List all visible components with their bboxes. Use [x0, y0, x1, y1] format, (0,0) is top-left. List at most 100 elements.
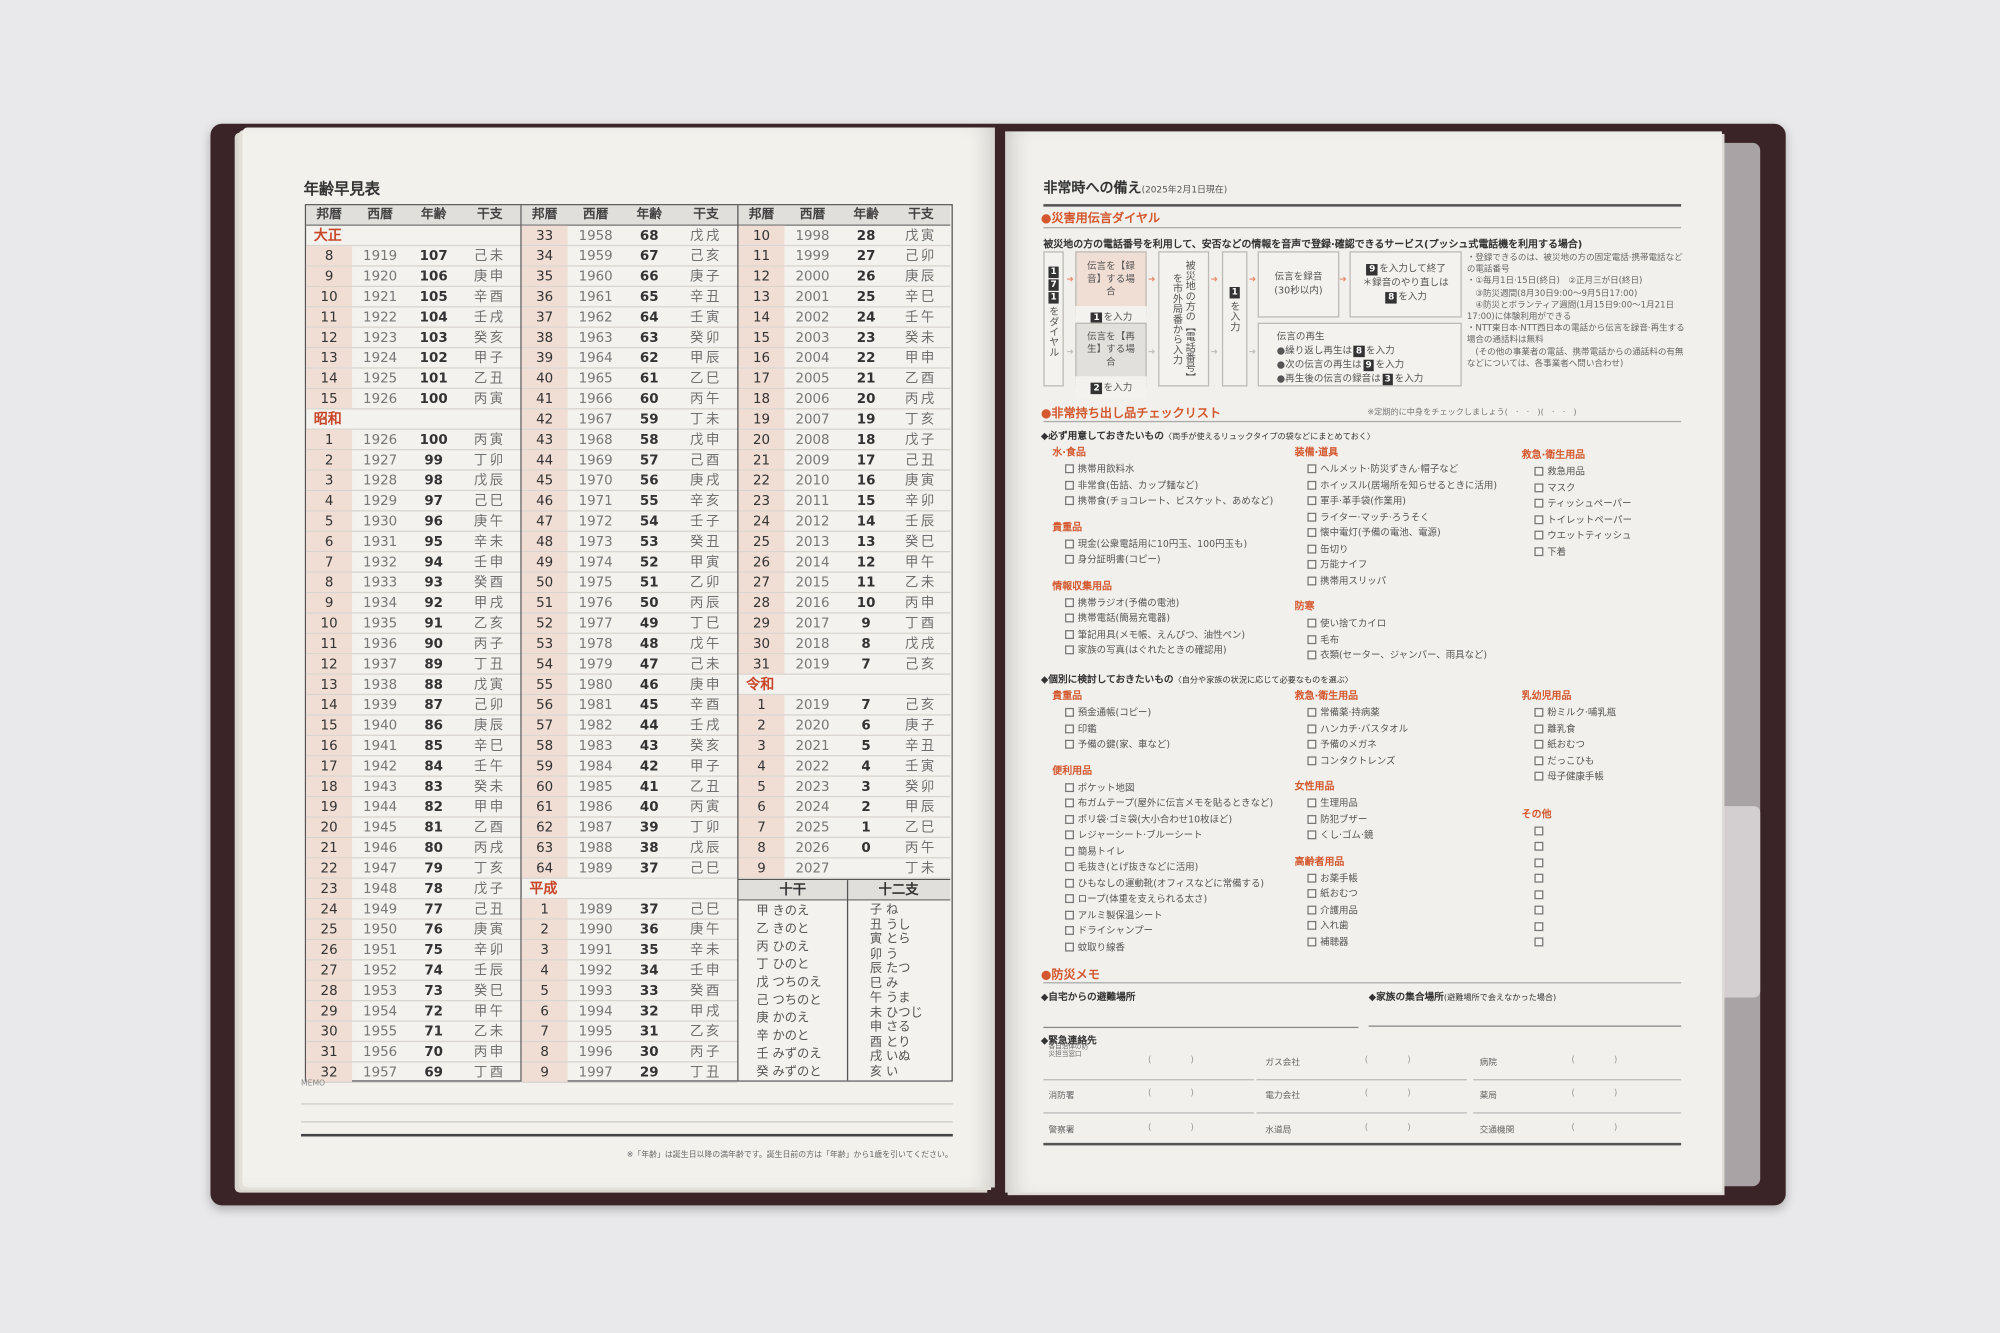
dial-description: 被災地の方の電話番号を利用して、安否などの情報を音声で登録·確認できるサービス(… [1043, 238, 1583, 250]
phone-parentheses: () [1365, 1122, 1411, 1132]
era-year: 40 [521, 368, 568, 388]
item-label: 現金(公衆電話用に10円玉、100円玉も) [1077, 537, 1248, 550]
kanshi: 乙丑 [473, 371, 506, 387]
age: 16 [856, 473, 876, 489]
western-year: 1927 [363, 452, 398, 469]
paren-open: ( [1364, 1088, 1369, 1099]
table-row: 58 1983 43 癸亥 [521, 735, 738, 757]
table-row: 12 1923 103 癸亥 [306, 327, 521, 349]
record-case-text: 伝言を【録音】する場合 [1087, 260, 1135, 298]
era-year: 15 [306, 715, 353, 735]
column-header: 西暦 [367, 207, 393, 222]
western-year: 2006 [795, 391, 830, 407]
era-year: 32 [306, 1062, 353, 1082]
western-year: 1922 [363, 309, 398, 326]
item-label: 家族の写真(はぐれたときの確認用) [1077, 644, 1227, 656]
item-label: 預金通帳(コピー) [1077, 706, 1152, 719]
era-year: 43 [521, 429, 568, 449]
era-year: 31 [306, 1042, 353, 1062]
table-header-row: 邦暦 西暦 年齢 干支 [306, 205, 521, 226]
key-1: 1 [1047, 266, 1060, 279]
era-year: 4 [521, 960, 568, 980]
phone-parentheses: () [1148, 1122, 1194, 1132]
age: 73 [424, 983, 444, 999]
checkbox-icon [1065, 464, 1074, 474]
kanshi: 辛丑 [904, 738, 937, 754]
kanshi: 甲子 [690, 758, 722, 775]
group-heading: その他 [1521, 808, 1552, 820]
age: 95 [424, 534, 444, 550]
enter-1-box: 1 を入力 [1221, 251, 1248, 387]
age: 78 [424, 881, 444, 897]
checklist-group: 女性用品 生理用品 防犯ブザー くし·ゴム·鏡 [1295, 778, 1525, 844]
item-label: 筆記用具(メモ帳、えんぴつ、油性ペン) [1077, 628, 1246, 640]
age: 105 [419, 289, 448, 305]
era-year: 10 [306, 286, 353, 307]
era-year: 39 [521, 348, 568, 368]
era-year: 50 [521, 572, 568, 592]
western-year: 1985 [578, 779, 613, 795]
era-year: 26 [738, 552, 785, 572]
table-row: 59 1984 42 甲子 [521, 756, 738, 777]
era-year: 11 [306, 633, 353, 654]
record-box: 伝言を録音 (30秒以内) [1257, 251, 1340, 318]
age: 1 [861, 820, 871, 836]
must-column-2: 装備·道具 ヘルメット·防災ずきん·帽子など ホイッスル(居場所を知らせるときに活用… [1295, 444, 1525, 673]
table-row: 31 1956 70 丙申 [306, 1042, 521, 1063]
era-year: 12 [306, 327, 353, 347]
paren-open: ( [1364, 1122, 1369, 1133]
western-year: 1975 [578, 575, 613, 591]
group-heading: 装備·道具 [1294, 446, 1339, 458]
item-label: ヘルメット·防災ずきん·帽子など [1320, 463, 1459, 475]
era-year: 30 [306, 1021, 353, 1041]
playback-pre: ●次の伝言の再生は [1276, 358, 1362, 370]
table-row: 3 2021 5 辛丑 [738, 735, 951, 757]
checkbox-icon [1307, 528, 1317, 537]
age: 39 [639, 820, 659, 836]
era-year: 20 [738, 429, 785, 449]
kanshi: 庚辰 [904, 269, 937, 285]
table-row: 5 1930 96 庚午 [306, 511, 521, 532]
age: 106 [419, 269, 448, 285]
western-year: 1926 [363, 391, 398, 407]
era-year: 24 [306, 899, 353, 919]
table-row: 43 1968 58 戊申 [521, 429, 738, 451]
era-year: 12 [306, 654, 353, 674]
kanshi: 庚子 [904, 718, 937, 734]
kanshi: 丁卯 [473, 452, 506, 469]
phone-parentheses: () [1571, 1088, 1617, 1098]
age: 77 [424, 901, 444, 918]
table-row: 33 1958 68 戊戌 [521, 225, 738, 247]
western-year: 1983 [578, 738, 613, 754]
age: 103 [419, 330, 448, 346]
checkbox-icon [1065, 830, 1074, 840]
table-row: 57 1982 44 壬戌 [521, 715, 738, 736]
era-year: 2 [738, 715, 785, 735]
table-row: 45 1970 56 庚戌 [521, 470, 738, 492]
item-label: だっこひも [1547, 754, 1595, 766]
western-year: 2000 [795, 269, 830, 285]
table-row: 34 1959 67 己亥 [521, 246, 738, 267]
western-year: 2021 [795, 738, 830, 754]
key-1: 1 [1047, 292, 1060, 304]
item-label: ハンカチ·バスタオル [1320, 722, 1409, 735]
era-year: 48 [521, 531, 568, 552]
era-year: 12 [738, 266, 785, 286]
era-year: 56 [521, 695, 568, 715]
age: 24 [856, 309, 876, 326]
kanshi: 乙巳 [690, 371, 722, 387]
age: 63 [639, 330, 659, 346]
checklist-item [1522, 935, 1752, 951]
branch-item: 亥 い [869, 1064, 899, 1079]
checkbox-icon [1307, 889, 1317, 898]
kanshi: 己丑 [473, 901, 506, 918]
record-text: 伝言を録音 [1274, 270, 1323, 282]
era-year: 10 [738, 225, 785, 245]
era-year: 27 [306, 960, 353, 980]
table-group-1: 邦暦 西暦 年齢 干支 大正 8 1919 107 己未 9 1920 106 庚申 10 1921 105 辛… [306, 205, 521, 1083]
item-label: 衣類(セーター、ジャンパー、雨具など) [1320, 649, 1488, 661]
checkbox-icon [1065, 862, 1074, 872]
era-label-row: 大正 [306, 226, 521, 247]
phone-number-text: 被災地の方の【電話番号】を市外局番から入力 [1172, 260, 1197, 378]
